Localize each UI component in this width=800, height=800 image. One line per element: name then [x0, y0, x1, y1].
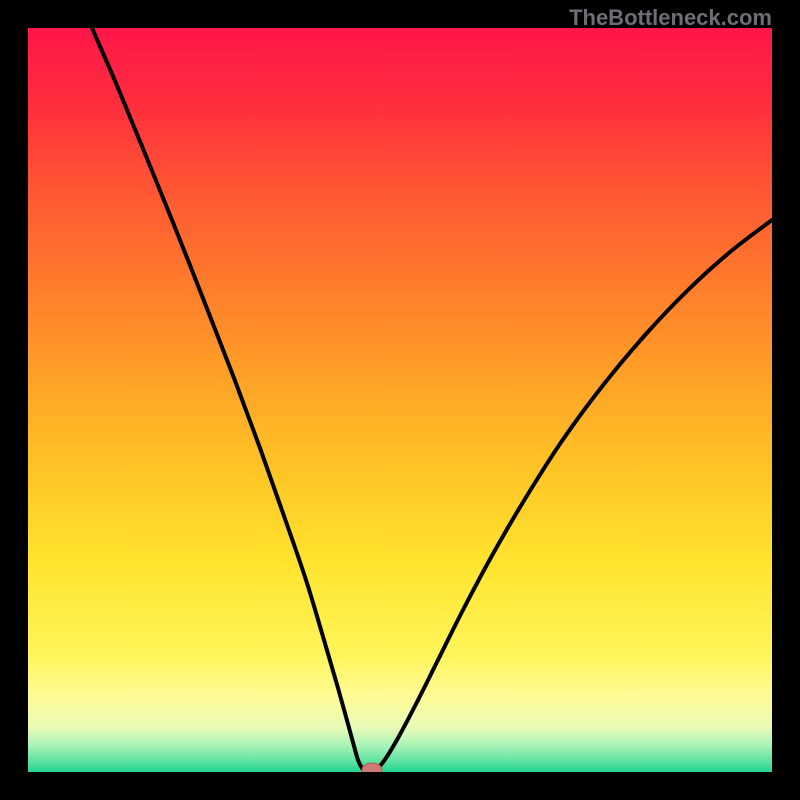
curve-path — [92, 28, 772, 772]
plot-area — [28, 28, 772, 772]
chart-outer: TheBottleneck.com — [0, 0, 800, 800]
bottleneck-curve — [28, 28, 772, 772]
